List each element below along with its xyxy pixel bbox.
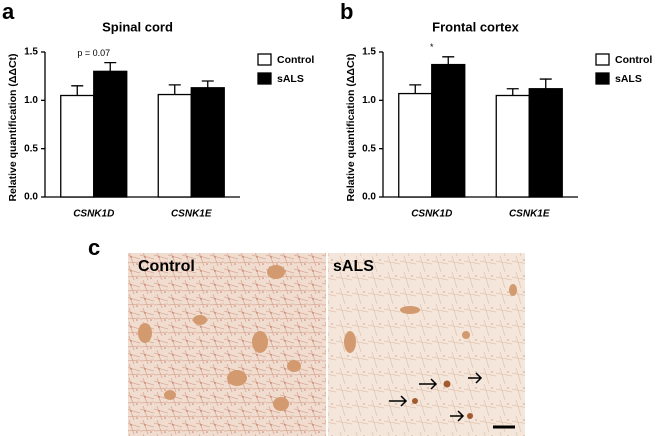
error-bar: [539, 78, 552, 89]
annotation: p = 0.07: [77, 48, 110, 58]
bar: [398, 92, 433, 198]
bar: [93, 70, 128, 198]
chart-title: Spinal cord: [102, 19, 173, 34]
y-tick-label: 1.0: [24, 95, 38, 106]
bar: [431, 63, 466, 198]
annotation: *: [430, 42, 434, 52]
y-tick-label: 1.5: [362, 47, 376, 58]
x-tick-label: CSNK1D: [73, 209, 114, 220]
error-bar: [201, 80, 214, 88]
panel-label: c: [88, 235, 100, 260]
y-tick-label: 0.5: [362, 143, 376, 154]
y-tick-label: 0.0: [362, 192, 376, 203]
y-tick-label: 1.0: [362, 95, 376, 106]
legend-label: sALS: [277, 73, 304, 85]
panel-c: c Control sALS: [88, 235, 525, 436]
panel-label: b: [340, 0, 353, 24]
image-label: sALS: [333, 258, 374, 275]
error-bar: [506, 88, 519, 96]
x-tick-label: CSNK1E: [509, 209, 550, 220]
error-bar: [442, 56, 455, 65]
bar: [528, 88, 563, 198]
bar: [190, 87, 225, 198]
y-tick-label: 0.0: [24, 192, 38, 203]
legend-label: Control: [277, 54, 314, 66]
chart-title: Frontal cortex: [432, 19, 519, 34]
y-tick-label: 1.5: [24, 47, 38, 58]
legend-swatch: [595, 53, 610, 66]
arrows: [389, 372, 483, 422]
legend-swatch: [257, 72, 272, 85]
legend-swatch: [595, 72, 610, 85]
legend-label: sALS: [615, 73, 642, 85]
inclusions: [412, 380, 473, 419]
legend-swatch: [257, 53, 272, 66]
error-bar: [104, 61, 117, 72]
micrograph-image: [327, 253, 525, 436]
error-bar: [168, 84, 181, 95]
bar: [495, 94, 530, 198]
y-axis-label: Relative quantification (ΔΔCt): [7, 53, 19, 201]
error-bar: [409, 84, 422, 94]
x-tick-label: CSNK1E: [171, 209, 212, 220]
bar: [60, 94, 95, 198]
bar: [157, 93, 192, 198]
micrograph-image: [128, 253, 327, 436]
x-tick-label: CSNK1D: [411, 209, 452, 220]
legend-label: Control: [615, 54, 652, 66]
y-tick-label: 0.5: [24, 143, 38, 154]
error-bar: [71, 85, 84, 96]
cells: [138, 265, 517, 411]
panel-label: a: [2, 0, 15, 24]
y-axis-label: Relative quantification (ΔΔCt): [345, 53, 357, 201]
image-label: Control: [138, 258, 195, 275]
